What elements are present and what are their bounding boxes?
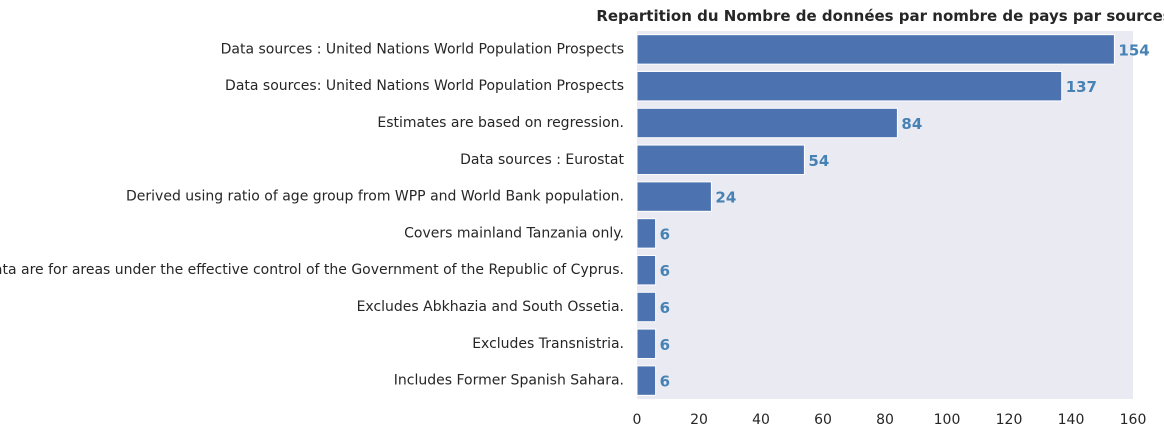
category-label-0: Data sources : United Nations World Popu… xyxy=(221,41,624,57)
bar-9 xyxy=(636,365,657,396)
bar-8 xyxy=(636,328,657,360)
category-label-8: Excludes Transnistria. xyxy=(472,336,624,352)
value-label-3: 54 xyxy=(808,152,829,170)
value-label-0: 154 xyxy=(1118,41,1149,59)
category-label-7: Excludes Abkhazia and South Ossetia. xyxy=(357,299,624,315)
value-label-7: 6 xyxy=(660,299,670,317)
x-tick-label-3: 60 xyxy=(814,412,832,428)
x-tick-label-8: 160 xyxy=(1120,412,1147,428)
category-label-5: Covers mainland Tanzania only. xyxy=(404,225,624,241)
x-tick-label-1: 20 xyxy=(690,412,708,428)
value-label-6: 6 xyxy=(660,262,670,280)
category-label-4: Derived using ratio of age group from WP… xyxy=(126,189,624,205)
value-label-8: 6 xyxy=(660,336,670,354)
value-label-5: 6 xyxy=(660,225,670,243)
category-label-9: Includes Former Spanish Sahara. xyxy=(394,373,624,389)
category-labels: Data sources : United Nations World Popu… xyxy=(0,41,625,388)
value-labels: 154 137 84 54 24 6 6 6 6 6 xyxy=(660,41,1150,390)
x-tick-label-0: 0 xyxy=(633,412,642,428)
bar-5 xyxy=(636,218,657,249)
x-tick-label-7: 140 xyxy=(1058,412,1085,428)
category-label-1: Data sources: United Nations World Popul… xyxy=(225,78,624,94)
category-label-3: Data sources : Eurostat xyxy=(460,152,624,168)
x-tick-label-6: 120 xyxy=(996,412,1023,428)
x-tick-label-4: 80 xyxy=(876,412,894,428)
bars-group xyxy=(636,34,1115,396)
bar-2 xyxy=(636,107,898,139)
x-tick-label-2: 40 xyxy=(752,412,770,428)
category-label-6: Data are for areas under the effective c… xyxy=(0,262,624,278)
bar-3 xyxy=(636,144,805,176)
bar-4 xyxy=(636,181,712,212)
bar-0 xyxy=(636,34,1115,65)
bar-1 xyxy=(636,70,1063,102)
value-label-2: 84 xyxy=(901,115,922,133)
value-label-1: 137 xyxy=(1066,78,1097,96)
x-axis-ticks: 0 20 40 60 80 100 120 140 160 xyxy=(633,412,1147,428)
chart-title: Repartition du Nombre de données par nom… xyxy=(596,7,1164,25)
bar-7 xyxy=(636,291,657,323)
value-label-9: 6 xyxy=(660,373,670,391)
bar-6 xyxy=(636,254,657,286)
value-label-4: 24 xyxy=(715,189,736,207)
category-label-2: Estimates are based on regression. xyxy=(377,115,624,131)
x-tick-label-5: 100 xyxy=(934,412,961,428)
